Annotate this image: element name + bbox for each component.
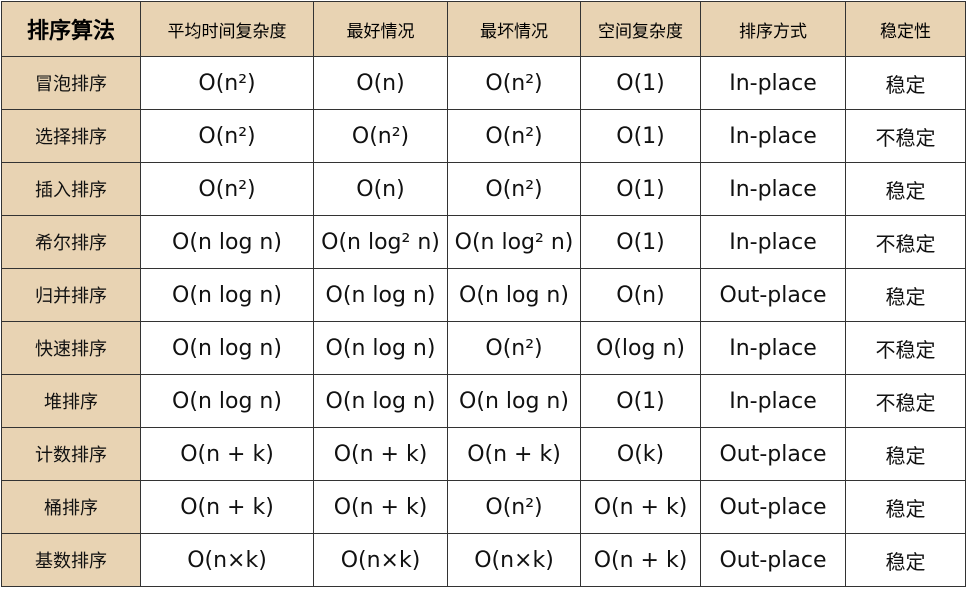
table-row: 快速排序 O(n log n) O(n log n) O(n²) O(log n) In-… (1, 321, 966, 375)
table-cell: O(n×k) (447, 533, 581, 587)
algorithm-name: 希尔排序 (1, 215, 141, 269)
algorithm-name: 快速排序 (1, 321, 141, 375)
table-cell: Out-place (700, 533, 846, 587)
header-cell: 空间复杂度 (580, 1, 701, 57)
table-cell: O(n log n) (140, 215, 314, 269)
table-cell: 不稳定 (845, 321, 966, 375)
table-cell: O(n²) (140, 56, 314, 110)
table-cell: O(n log n) (140, 268, 314, 322)
table-row: 冒泡排序 O(n²) O(n) O(n²) O(1) In-place 稳定 (1, 56, 966, 110)
table-cell: O(n log² n) (447, 215, 581, 269)
header-cell: 稳定性 (845, 1, 966, 57)
table-cell: 不稳定 (845, 109, 966, 163)
table-cell: O(1) (580, 56, 701, 110)
table-cell: In-place (700, 109, 846, 163)
table-cell: O(n²) (313, 109, 448, 163)
table-cell: 稳定 (845, 533, 966, 587)
header-cell: 最好情况 (313, 1, 448, 57)
table-cell: O(n log n) (447, 374, 581, 428)
table-cell: 不稳定 (845, 215, 966, 269)
table-cell: O(n + k) (140, 427, 314, 481)
algorithm-name: 基数排序 (1, 533, 141, 587)
table-cell: In-place (700, 321, 846, 375)
table-cell: Out-place (700, 268, 846, 322)
table-cell: O(n log² n) (313, 215, 448, 269)
table-cell: Out-place (700, 427, 846, 481)
table-cell: O(n) (580, 268, 701, 322)
header-cell: 排序算法 (1, 1, 141, 57)
table-cell: O(n log n) (140, 321, 314, 375)
table-cell: O(1) (580, 109, 701, 163)
table-cell: O(n log n) (313, 268, 448, 322)
table-cell: O(n + k) (313, 427, 448, 481)
table-row: 选择排序 O(n²) O(n²) O(n²) O(1) In-place 不稳定 (1, 109, 966, 163)
table-cell: O(n²) (140, 109, 314, 163)
table-cell: O(n log n) (140, 374, 314, 428)
header-row: 排序算法 平均时间复杂度 最好情况 最坏情况 空间复杂度 排序方式 稳定性 (1, 1, 966, 57)
table-cell: O(n²) (447, 56, 581, 110)
table-cell: 稳定 (845, 162, 966, 216)
table-cell: O(n×k) (140, 533, 314, 587)
table-row: 计数排序 O(n + k) O(n + k) O(n + k) O(k) Out-plac… (1, 427, 966, 481)
table-cell: O(1) (580, 162, 701, 216)
table-cell: O(n + k) (447, 427, 581, 481)
table-cell: O(1) (580, 374, 701, 428)
table-cell: O(k) (580, 427, 701, 481)
algorithm-name: 堆排序 (1, 374, 141, 428)
table-cell: O(n) (313, 56, 448, 110)
table-row: 插入排序 O(n²) O(n) O(n²) O(1) In-place 稳定 (1, 162, 966, 216)
algorithm-name: 桶排序 (1, 480, 141, 534)
table-cell: O(n²) (447, 480, 581, 534)
table-row: 归并排序 O(n log n) O(n log n) O(n log n) O(n) Ou… (1, 268, 966, 322)
algorithm-name: 计数排序 (1, 427, 141, 481)
header-cell: 最坏情况 (447, 1, 581, 57)
table-cell: 稳定 (845, 480, 966, 534)
table-cell: O(n²) (447, 321, 581, 375)
table-cell: O(n²) (447, 109, 581, 163)
table-cell: In-place (700, 162, 846, 216)
table-cell: O(n + k) (313, 480, 448, 534)
table-cell: O(n) (313, 162, 448, 216)
header-cell: 排序方式 (700, 1, 846, 57)
table-cell: 稳定 (845, 56, 966, 110)
table-cell: 不稳定 (845, 374, 966, 428)
table-cell: In-place (700, 215, 846, 269)
table-cell: O(n + k) (140, 480, 314, 534)
header-cell: 平均时间复杂度 (140, 1, 314, 57)
table-cell: In-place (700, 374, 846, 428)
table-row: 基数排序 O(n×k) O(n×k) O(n×k) O(n + k) Out-place 稳… (1, 533, 966, 587)
table-cell: O(log n) (580, 321, 701, 375)
table-cell: 稳定 (845, 268, 966, 322)
algorithm-name: 归并排序 (1, 268, 141, 322)
table-cell: Out-place (700, 480, 846, 534)
table-cell: O(n×k) (313, 533, 448, 587)
algorithm-name: 选择排序 (1, 109, 141, 163)
table-cell: In-place (700, 56, 846, 110)
table-row: 希尔排序 O(n log n) O(n log² n) O(n log² n) O(1)… (1, 215, 966, 269)
table-row: 堆排序 O(n log n) O(n log n) O(n log n) O(1) In-… (1, 374, 966, 428)
table-body: 冒泡排序 O(n²) O(n) O(n²) O(1) In-place 稳定 选择排序 O(n²… (1, 56, 966, 587)
algorithm-name: 冒泡排序 (1, 56, 141, 110)
table-cell: O(n log n) (447, 268, 581, 322)
table-cell: O(n²) (447, 162, 581, 216)
table-cell: O(n log n) (313, 321, 448, 375)
table-cell: O(n log n) (313, 374, 448, 428)
table-cell: 稳定 (845, 427, 966, 481)
algorithm-name: 插入排序 (1, 162, 141, 216)
table-cell: O(n + k) (580, 480, 701, 534)
table-cell: O(n + k) (580, 533, 701, 587)
table-cell: O(1) (580, 215, 701, 269)
table-cell: O(n²) (140, 162, 314, 216)
table-row: 桶排序 O(n + k) O(n + k) O(n²) O(n + k) Out-plac… (1, 480, 966, 534)
